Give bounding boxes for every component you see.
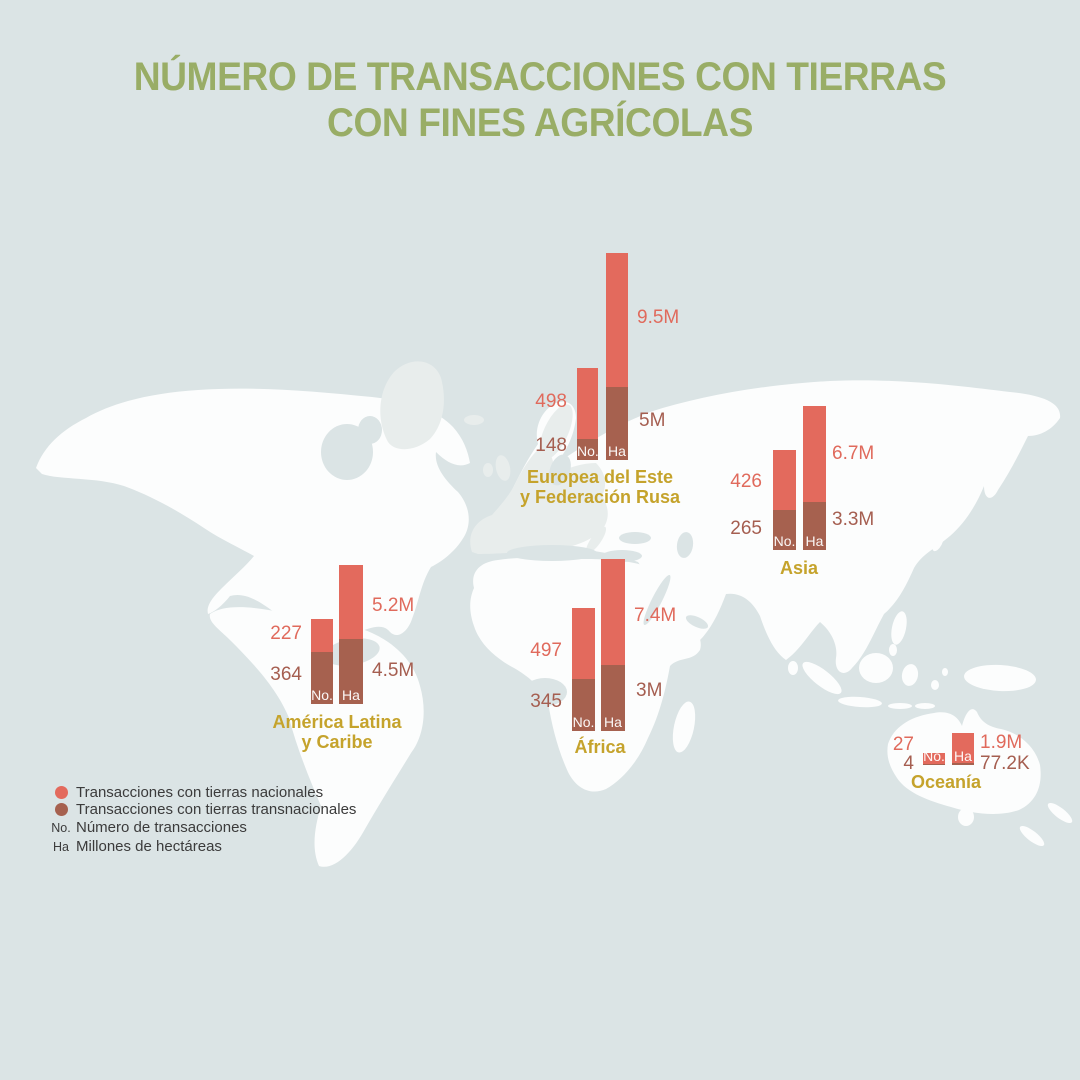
value-ha-transnational: 3.3M bbox=[832, 509, 875, 530]
bar-abbr-no: No. bbox=[923, 748, 945, 764]
bar-no-asia: No. bbox=[773, 450, 796, 550]
value-ha-national: 1.9M bbox=[980, 732, 1023, 753]
bar-abbr-ha: Ha bbox=[954, 748, 972, 764]
bar-segment-transnational bbox=[572, 679, 595, 731]
bar-ha-oceania: Ha bbox=[952, 733, 974, 765]
page-title-line2: CON FINES AGRÍCOLAS bbox=[327, 101, 753, 145]
value-ha-national: 5.2M bbox=[372, 595, 415, 616]
bar-segment-national bbox=[923, 753, 945, 764]
value-ha-transnational: 4.5M bbox=[372, 660, 415, 681]
bar-abbr-ha: Ha bbox=[342, 687, 360, 703]
bar-abbr-ha: Ha bbox=[805, 533, 824, 549]
bar-segment-transnational bbox=[606, 387, 628, 460]
bar-segment-transnational bbox=[601, 665, 625, 731]
legend-no-desc: Número de transacciones bbox=[76, 819, 247, 836]
value-no-transnational: 148 bbox=[535, 435, 567, 456]
bar-no-africa: No. bbox=[572, 608, 595, 731]
bar-segment-transnational bbox=[803, 502, 826, 550]
region-label-europe: Europea del Este y Federación Rusa bbox=[519, 467, 681, 507]
legend-ha-desc: Millones de hectáreas bbox=[76, 838, 222, 855]
bar-segment-national bbox=[773, 450, 796, 510]
bar-ha-africa: Ha bbox=[601, 559, 625, 731]
value-no-national: 426 bbox=[730, 471, 762, 492]
bar-segment-transnational bbox=[577, 439, 598, 460]
bar-abbr-ha: Ha bbox=[604, 714, 622, 730]
value-no-national: 227 bbox=[270, 623, 302, 644]
greenland bbox=[380, 361, 444, 450]
value-no-transnational: 345 bbox=[530, 691, 562, 712]
value-no-national: 27 bbox=[892, 734, 914, 755]
bar-segment-national bbox=[577, 368, 598, 439]
western-europe bbox=[470, 446, 608, 554]
bar-no-oceania: No. bbox=[923, 748, 945, 765]
value-no-national: 498 bbox=[535, 391, 567, 412]
bar-segment-transnational bbox=[923, 764, 945, 765]
value-ha-transnational: 5M bbox=[639, 410, 666, 431]
bar-segment-national bbox=[311, 619, 333, 652]
bar-abbr-ha: Ha bbox=[608, 443, 626, 459]
region-label-asia: Asia bbox=[779, 558, 819, 578]
bar-segment-national bbox=[803, 406, 826, 502]
bar-segment-national bbox=[572, 608, 595, 679]
legend-ha-abbr: Ha bbox=[53, 839, 69, 854]
legend-no-abbr: No. bbox=[51, 820, 71, 835]
region-label-latam: América Latina y Caribe bbox=[272, 712, 402, 752]
bar-ha-europe: Ha bbox=[606, 253, 628, 460]
legend-row-ha: Ha Millones de hectáreas bbox=[46, 837, 356, 856]
bar-segment-national bbox=[606, 253, 628, 387]
bar-segment-transnational bbox=[311, 652, 333, 704]
page-title-line1: NÚMERO DE TRANSACCIONES CON TIERRAS bbox=[133, 55, 947, 99]
legend-row-no: No. Número de transacciones bbox=[46, 818, 356, 837]
bar-abbr-no: No. bbox=[577, 443, 599, 459]
region-label-oceania: Oceanía bbox=[910, 772, 982, 792]
bar-abbr-no: No. bbox=[572, 714, 595, 730]
legend-row-national: Transacciones con tierras nacionales bbox=[46, 783, 356, 801]
legend-row-transnational: Transacciones con tierras transnacionale… bbox=[46, 800, 357, 818]
value-ha-national: 9.5M bbox=[637, 307, 680, 328]
value-no-transnational: 364 bbox=[270, 664, 302, 685]
bar-segment-national bbox=[952, 733, 974, 763]
national-dot-icon bbox=[54, 785, 68, 799]
legend-transnational-label: Transacciones con tierras transnacionale… bbox=[76, 800, 357, 818]
value-ha-transnational: 77.2K bbox=[980, 753, 1030, 774]
page-title: NÚMERO DE TRANSACCIONES CON TIERRAS CON … bbox=[38, 54, 1042, 146]
bar-segment-transnational bbox=[773, 510, 796, 550]
legend-national-label: Transacciones con tierras nacionales bbox=[76, 783, 324, 801]
bar-abbr-no: No. bbox=[773, 533, 796, 549]
value-no-national: 497 bbox=[530, 640, 562, 661]
bar-segment-transnational bbox=[952, 763, 974, 765]
bar-no-europe: No. bbox=[577, 368, 599, 460]
legend: Transacciones con tierras nacionales Tra… bbox=[46, 784, 356, 856]
value-no-transnational: 265 bbox=[730, 518, 762, 539]
value-ha-national: 6.7M bbox=[832, 443, 875, 464]
region-label-africa: África bbox=[574, 737, 626, 757]
bar-no-latam: No. bbox=[311, 619, 333, 704]
transnational-dot-icon bbox=[54, 802, 68, 816]
bar-ha-asia: Ha bbox=[803, 406, 826, 550]
bar-abbr-no: No. bbox=[311, 687, 333, 703]
bar-segment-national bbox=[601, 559, 625, 665]
value-ha-national: 7.4M bbox=[634, 605, 677, 626]
bar-segment-national bbox=[339, 565, 363, 639]
bar-segment-transnational bbox=[339, 639, 363, 704]
bar-ha-latam: Ha bbox=[339, 565, 363, 704]
continent-south-america bbox=[209, 607, 424, 867]
value-ha-transnational: 3M bbox=[636, 680, 663, 701]
value-no-transnational: 4 bbox=[903, 753, 914, 774]
